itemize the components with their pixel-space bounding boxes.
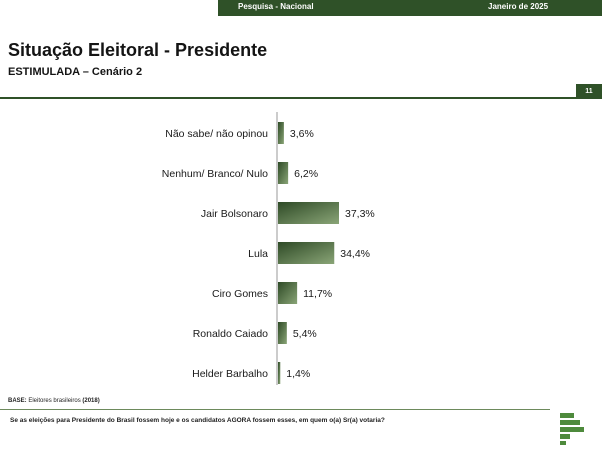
footer-divider <box>0 409 550 410</box>
bar <box>278 202 339 224</box>
page-subtitle: ESTIMULADA – Cenário 2 <box>8 66 143 78</box>
bar <box>278 162 289 184</box>
category-label: Lula <box>248 248 268 260</box>
header-band: Pesquisa - Nacional Janeiro de 2025 <box>218 0 602 16</box>
category-label: Não sabe/ não opinou <box>165 128 268 140</box>
category-label: Ciro Gomes <box>212 288 268 300</box>
value-label: 37,3% <box>345 208 375 220</box>
bar <box>278 122 284 144</box>
value-label: 5,4% <box>293 328 317 340</box>
category-label: Helder Barbalho <box>192 368 268 380</box>
base-count: (2018) <box>82 398 100 404</box>
bar <box>278 362 281 384</box>
value-label: 1,4% <box>286 368 310 380</box>
survey-date: Janeiro de 2025 <box>488 2 549 11</box>
page-number-bar: 11 <box>0 84 602 99</box>
value-label: 34,4% <box>340 248 370 260</box>
bar <box>278 242 335 264</box>
bar-chart: Não sabe/ não opinou 3,6% Nenhum/ Branco/ … <box>162 112 375 385</box>
bar <box>278 322 287 344</box>
category-label: Ronaldo Caiado <box>193 328 268 340</box>
base-label: BASE: <box>8 398 27 404</box>
value-label: 11,7% <box>303 288 332 300</box>
base-note: BASE: Eleitores brasileiros (2018) <box>8 398 100 404</box>
category-label: Jair Bolsonaro <box>201 208 268 220</box>
category-label: Nenhum/ Branco/ Nulo <box>162 168 268 180</box>
value-label: 3,6% <box>290 128 314 140</box>
value-label: 6,2% <box>294 168 318 180</box>
survey-label: Pesquisa - Nacional <box>238 2 314 11</box>
header-divider <box>0 97 576 99</box>
pesquisa-logo-icon <box>560 413 584 445</box>
bar <box>278 282 298 304</box>
base-text: Eleitores brasileiros <box>28 398 81 404</box>
page-number: 11 <box>576 84 602 99</box>
page-title: Situação Eleitoral - Presidente <box>8 40 268 60</box>
survey-question: Se as eleições para Presidente do Brasil… <box>10 417 385 424</box>
